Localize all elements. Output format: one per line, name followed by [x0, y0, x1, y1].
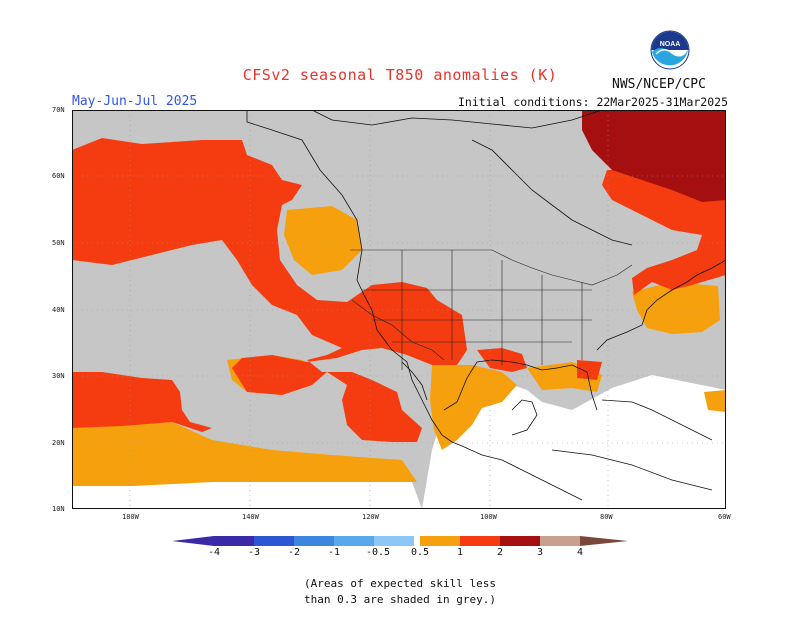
lat-tick-20n: 20N: [52, 439, 65, 447]
colorbar-bin-8: [500, 536, 540, 546]
lat-tick-70n: 70N: [52, 106, 65, 114]
lon-tick-180w: 180W: [122, 513, 139, 521]
season-label: May-Jun-Jul 2025: [72, 94, 198, 109]
colorbar-bin-4: [334, 536, 374, 546]
initial-conditions-label: Initial conditions: 22Mar2025-31Mar2025: [457, 95, 728, 109]
anomaly-map: [72, 110, 726, 509]
colorbar-arrow-right: [580, 536, 628, 546]
colorbar-label-3: 3: [536, 547, 544, 558]
colorbar: [172, 536, 628, 546]
colorbar-label-neg3: -3: [247, 547, 261, 558]
skill-note-line1: (Areas of expected skill less: [303, 577, 497, 590]
gulf-caribbean-white: [422, 370, 726, 509]
southern-pacific-white: [72, 480, 422, 509]
orange-western-atlantic: [632, 282, 720, 334]
colorbar-bin-5: [374, 536, 414, 546]
agency-label: NWS/NCEP/CPC: [612, 77, 706, 92]
lat-tick-60n: 60N: [52, 172, 65, 180]
lat-tick-40n: 40N: [52, 306, 65, 314]
lon-tick-120w: 120W: [362, 513, 379, 521]
colorbar-label-4: 4: [576, 547, 584, 558]
colorbar-bin-neutral: [414, 536, 420, 546]
skill-note: (Areas of expected skill less than 0.3 a…: [0, 576, 800, 608]
colorbar-bin-3: [294, 536, 334, 546]
colorbar-label-neg2: -2: [287, 547, 301, 558]
colorbar-bin-9: [540, 536, 580, 546]
redorange-north-pacific-west-us: [72, 138, 467, 442]
colorbar-label-1: 1: [456, 547, 464, 558]
colorbar-label-neg4: -4: [207, 547, 221, 558]
lon-tick-140w: 140W: [242, 513, 259, 521]
colorbar-bin-1: [214, 536, 254, 546]
orange-atlantic-small: [704, 390, 726, 412]
redorange-hawaii-region: [72, 372, 212, 432]
darkred-labrador: [582, 110, 726, 202]
redorange-eastern-canada-atlantic: [602, 170, 726, 295]
colorbar-label-neg05: -0.5: [365, 547, 391, 558]
map-frame: [72, 110, 726, 509]
lon-tick-60w: 60W: [718, 513, 731, 521]
lon-tick-80w: 80W: [600, 513, 613, 521]
lon-tick-100w: 100W: [480, 513, 497, 521]
noaa-logo: NOAA: [650, 30, 690, 70]
noaa-logo-text: NOAA: [660, 41, 681, 48]
colorbar-label-neg1: -1: [327, 547, 341, 558]
lat-tick-30n: 30N: [52, 372, 65, 380]
orange-pacific-northwest: [284, 206, 362, 275]
colorbar-bin-2: [254, 536, 294, 546]
map-grid: [72, 110, 726, 509]
colorbar-arrow-left: [172, 536, 214, 546]
map-title: CFSv2 seasonal T850 anomalies (K): [242, 66, 558, 84]
redorange-florida: [577, 360, 602, 380]
colorbar-label-2: 2: [496, 547, 504, 558]
coastlines: [246, 110, 726, 501]
orange-tropical-pacific: [72, 422, 417, 486]
colorbar-bin-7: [460, 536, 500, 546]
orange-mexico-gulf: [430, 365, 517, 450]
skill-note-line2: than 0.3 are shaded in grey.): [303, 593, 497, 606]
colorbar-label-05: 0.5: [410, 547, 430, 558]
lat-tick-10n: 10N: [52, 505, 65, 513]
lat-tick-50n: 50N: [52, 239, 65, 247]
colorbar-bin-6: [420, 536, 460, 546]
